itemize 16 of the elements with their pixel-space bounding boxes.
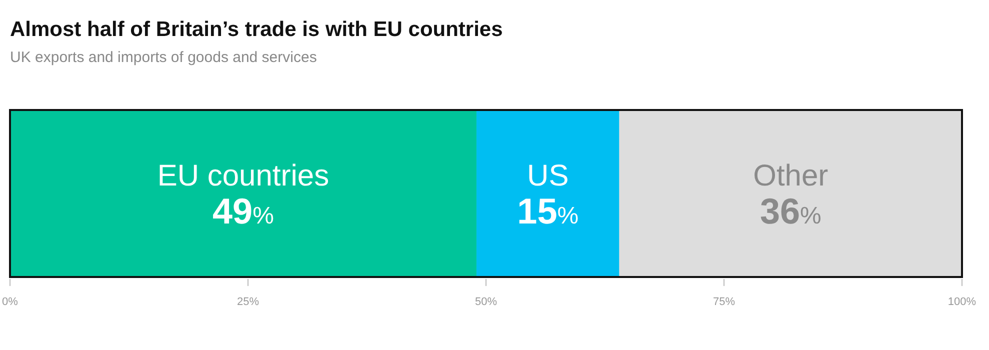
chart-title: Almost half of Britain’s trade is with EU countries xyxy=(10,18,503,41)
x-tick-label: 25% xyxy=(236,296,260,308)
series-label: Other xyxy=(753,160,828,192)
x-tick-label: 50% xyxy=(474,296,498,308)
x-tick-label: 100% xyxy=(948,296,976,308)
series-label: US xyxy=(527,160,569,192)
data-label: 15% xyxy=(517,190,579,232)
bar xyxy=(619,110,962,277)
bar xyxy=(476,110,620,277)
x-tick-label: 0% xyxy=(2,296,18,308)
bar xyxy=(10,110,476,277)
data-label: 49% xyxy=(212,190,274,232)
data-label: 36% xyxy=(760,190,822,232)
x-tick-label: 75% xyxy=(712,296,736,308)
chart-subtitle: UK exports and imports of goods and services xyxy=(10,49,317,66)
series-label: EU countries xyxy=(157,160,330,192)
